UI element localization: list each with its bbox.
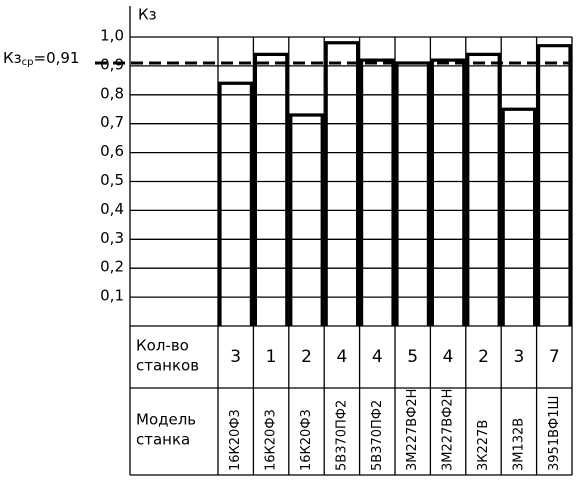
model-label: 3М227ВФ2Н (441, 389, 456, 471)
model-label: 5В370ПФ2 (334, 400, 349, 471)
count-label: 4 (372, 347, 383, 367)
y-axis-label: Кз (138, 6, 157, 24)
count-label: 2 (478, 347, 489, 367)
count-label: 3 (513, 347, 524, 367)
y-tick-label: 0,6 (100, 142, 124, 160)
y-tick-label: 1,0 (100, 27, 124, 45)
bar (395, 61, 430, 326)
bar (289, 113, 324, 326)
y-tick-label: 0,5 (100, 171, 124, 189)
model-label: 16К20Ф3 (299, 409, 314, 471)
count-label: 2 (301, 347, 312, 367)
bar (501, 107, 537, 326)
model-label: 3951ВФ1Ш (547, 396, 562, 471)
y-tick-label: 0,7 (100, 113, 124, 131)
model-label: 16К20Ф3 (264, 409, 279, 471)
model-label: 5В370ПФ2 (370, 400, 385, 471)
bar (253, 52, 289, 326)
model-label: 3К227В (476, 420, 491, 471)
y-tick-label: 0,3 (100, 229, 124, 247)
y-tick-label: 0,2 (100, 258, 124, 276)
y-tick-label: 0,4 (100, 200, 124, 218)
bar (430, 58, 466, 326)
y-tick-label: 0,8 (100, 84, 124, 102)
count-label: 5 (407, 347, 418, 367)
model-label: 3М132В (511, 418, 526, 471)
bar (218, 81, 253, 326)
count-label: 1 (266, 347, 277, 367)
bar (537, 44, 572, 326)
mean-label-part: =0,91 (34, 49, 80, 67)
mean-label-part: Кз (3, 49, 22, 67)
mean-label: Кзср=0,91 (3, 49, 79, 68)
y-tick-label: 0,9 (100, 55, 124, 73)
y-tick-label: 0,1 (100, 287, 124, 305)
row-label: станков (136, 357, 199, 375)
mean-label-part: ср (22, 57, 34, 68)
row-label: Кол-во (136, 337, 189, 355)
model-label: 16К20Ф3 (228, 409, 243, 471)
model-label: 3М227ВФ2Н (405, 389, 420, 471)
bar (324, 41, 360, 326)
count-label: 3 (230, 347, 241, 367)
count-label: 7 (549, 347, 560, 367)
bar (360, 58, 395, 326)
row-label: Модель (136, 411, 196, 429)
row-label: станка (136, 431, 190, 449)
bar (466, 52, 501, 326)
count-label: 4 (336, 347, 347, 367)
count-label: 4 (443, 347, 454, 367)
